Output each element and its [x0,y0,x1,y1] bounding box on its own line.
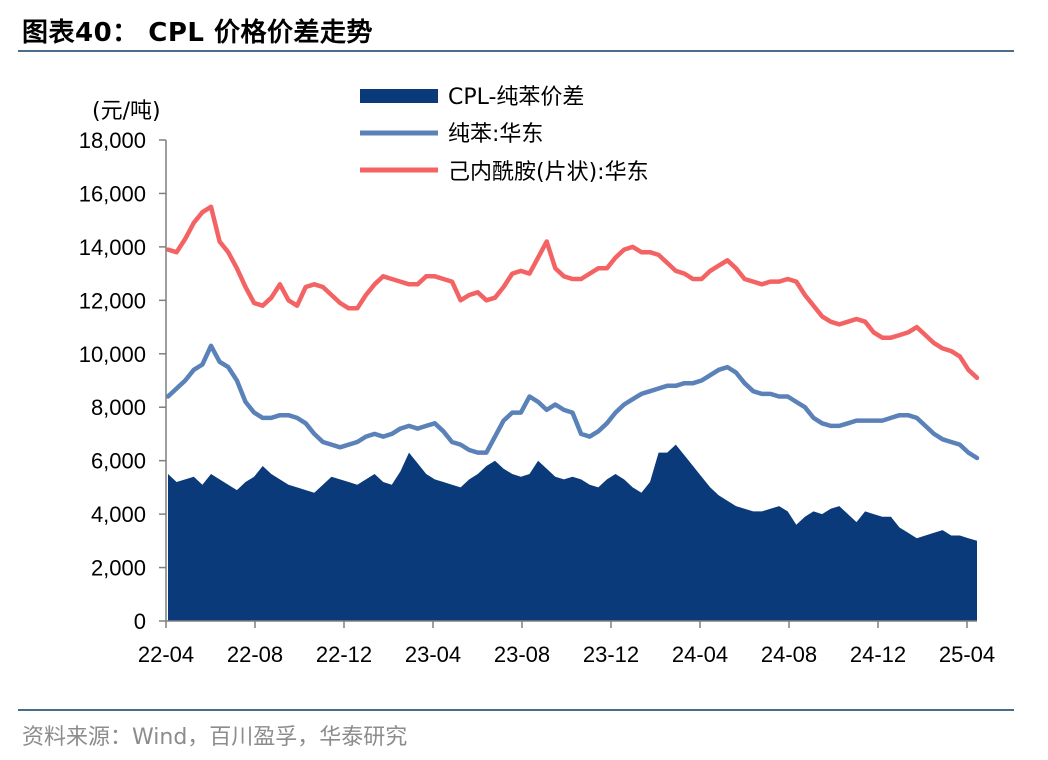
y-tick-label: 4,000 [91,502,146,527]
x-tick-label: 22-08 [227,642,283,667]
legend-label-cpl: 己内酰胺(片状):华东 [448,160,649,185]
source-note: 资料来源：Wind，百川盈孚，华泰研究 [22,725,408,750]
y-tick-label: 8,000 [91,395,146,420]
legend-label-spread: CPL-纯苯价差 [448,85,584,110]
x-tick-label: 25-04 [939,642,995,667]
x-tick-label: 22-12 [316,642,372,667]
series-area-spread [168,444,977,621]
x-tick-label: 23-08 [494,642,550,667]
y-tick-label: 18,000 [79,128,146,153]
x-tick-label: 24-04 [672,642,728,667]
chart-title: 图表40： CPL 价格价差走势 [22,18,373,48]
x-tick-label: 23-04 [405,642,461,667]
legend: CPL-纯苯价差 纯苯:华东 己内酰胺(片状):华东 [360,85,649,185]
x-tick-label: 23-12 [583,642,639,667]
y-tick-label: 14,000 [79,235,146,260]
chart: (元/吨) CPL-纯苯价差 纯苯:华东 己内酰胺(片状):华东 0 2,000 4… [79,85,995,667]
y-tick-label: 0 [134,609,146,634]
x-tick-label: 24-08 [761,642,817,667]
y-tick-label: 10,000 [79,342,146,367]
axes: 0 2,000 4,000 6,000 8,000 10,000 12,000 14,000 1… [79,128,995,667]
series-line-cpl [165,204,980,381]
plot-area [165,204,980,621]
series-line-benzene [165,343,980,461]
y-tick-label: 2,000 [91,556,146,581]
title-divider [18,50,1014,52]
x-tick-label: 24-12 [850,642,906,667]
legend-swatch-spread [360,89,438,103]
y-tick-label: 16,000 [79,181,146,206]
x-tick-label: 22-04 [138,642,194,667]
y-tick-label: 6,000 [91,449,146,474]
y-tick-label: 12,000 [79,288,146,313]
source-divider [18,709,1014,711]
legend-label-benzene: 纯苯:华东 [448,122,543,147]
y-unit-label: (元/吨) [92,99,161,124]
